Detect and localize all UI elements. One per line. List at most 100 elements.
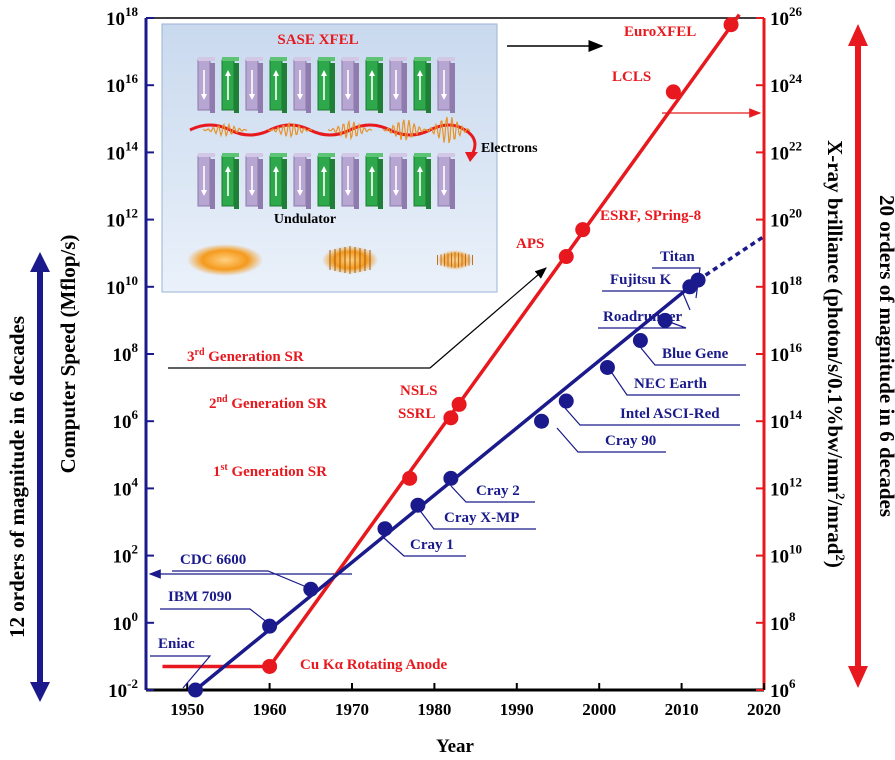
x-tick-label: 2010 xyxy=(665,700,699,719)
label-cray-x-mp: Cray X-MP xyxy=(444,510,519,526)
x-tick-label: 1980 xyxy=(417,700,451,719)
label-cray-1: Cray 1 xyxy=(410,537,454,553)
right-tick-label: 1020 xyxy=(770,206,802,232)
left-tick-label: 1012 xyxy=(106,206,138,232)
label-ssrl: SSRL xyxy=(398,406,436,422)
x-axis-ticks: 1950 1960 1970 1980 1990 2000 2010 2020 xyxy=(170,683,781,719)
x-tick-label: 2000 xyxy=(582,700,616,719)
x-tick-label: 2020 xyxy=(747,700,781,719)
right-tick-label: 1018 xyxy=(770,273,803,299)
left-tick-label: 10-2 xyxy=(108,676,138,702)
label-cray-2: Cray 2 xyxy=(476,483,520,499)
label-cray-90: Cray 90 xyxy=(605,433,656,449)
computer-speed-series xyxy=(187,234,765,698)
right-tick-label: 1024 xyxy=(770,71,803,97)
brilliance-point xyxy=(723,17,739,33)
point-labels: Eniac IBM 7090 CDC 6600 Cray 1 Cray X-MP Cray… xyxy=(150,24,746,689)
left-axis-label: Computer Speed (Mflop/s) xyxy=(56,235,80,474)
pulse-lines xyxy=(329,246,473,274)
leader-cray-90 xyxy=(556,427,666,453)
leader-titan xyxy=(652,267,701,299)
x-tick-label: 1950 xyxy=(170,700,204,719)
left-axis-ticks: 1018 1016 1014 1012 1010 108 106 104 102 100 10-2 xyxy=(106,4,154,702)
pulse-blob-1 xyxy=(187,244,263,276)
left-side-arrow xyxy=(30,252,50,702)
right-tick-label: 108 xyxy=(770,609,796,635)
left-tick-label: 1010 xyxy=(106,273,138,299)
xfel-inset: SASE XFEL Electrons Undulator xyxy=(161,23,538,293)
speed-point xyxy=(262,618,278,634)
left-tick-label: 100 xyxy=(113,609,139,635)
brilliance-point xyxy=(451,396,467,412)
leader-fujitsu-k xyxy=(602,290,691,311)
brilliance-point xyxy=(262,658,278,674)
brilliance-point xyxy=(402,470,418,486)
label-2nd-generation-sr: 2nd Generation SR xyxy=(209,394,327,412)
right-tick-label: 1016 xyxy=(770,340,803,366)
inset-electrons-label: Electrons xyxy=(481,141,538,156)
speed-point xyxy=(410,497,426,513)
left-tick-label: 1016 xyxy=(106,71,139,97)
brilliance-point xyxy=(443,410,459,426)
right-tick-label: 1012 xyxy=(770,474,802,500)
label-roadrunner: Roadrunner xyxy=(603,309,683,325)
speed-point xyxy=(187,682,203,698)
right-side-arrow xyxy=(848,24,868,688)
left-tick-label: 108 xyxy=(113,340,139,366)
label-titan: Titan xyxy=(660,249,695,265)
brilliance-point xyxy=(558,249,574,265)
leader-eniac xyxy=(150,655,212,689)
brilliance-series xyxy=(162,13,741,674)
brilliance-point xyxy=(575,222,591,238)
label-blue-gene: Blue Gene xyxy=(662,346,729,362)
label-ibm-7090: IBM 7090 xyxy=(168,589,232,605)
label-aps: APS xyxy=(516,236,544,252)
leader-cray-2 xyxy=(450,485,535,503)
x-axis-label: Year xyxy=(436,736,475,757)
label-cu-ka: Cu Kα Rotating Anode xyxy=(300,657,447,673)
speed-point xyxy=(534,413,550,429)
right-tick-label: 1022 xyxy=(770,138,802,164)
undulator-magnets-top xyxy=(197,57,455,113)
label-eniac: Eniac xyxy=(158,636,195,652)
right-side-label: 20 orders of magnitude in 6 decades xyxy=(875,195,895,517)
x-tick-label: 1990 xyxy=(500,700,534,719)
speed-point xyxy=(599,359,615,375)
label-lcls: LCLS xyxy=(612,69,651,85)
speed-point xyxy=(558,393,574,409)
label-nec-earth: NEC Earth xyxy=(634,376,708,392)
x-tick-label: 1960 xyxy=(253,700,287,719)
leader-cray-1 xyxy=(383,537,466,557)
left-tick-label: 1018 xyxy=(106,4,139,30)
undulator-magnets-bottom xyxy=(197,153,455,209)
label-3rd-generation-sr: 3rd Generation SR xyxy=(187,347,304,365)
leader-blue-gene xyxy=(640,347,746,366)
right-tick-label: 1026 xyxy=(770,4,803,30)
leader-intel-asci-red xyxy=(564,407,740,426)
inset-undulator-label: Undulator xyxy=(274,212,336,227)
leader-roadrunner xyxy=(598,319,687,329)
right-tick-label: 106 xyxy=(770,676,796,702)
label-nsls: NSLS xyxy=(400,383,438,399)
right-axis-ticks: 1026 1024 1022 1020 1018 1016 1014 1012 1010 108 1… xyxy=(756,4,803,702)
inset-title: SASE XFEL xyxy=(277,32,358,48)
speed-point xyxy=(632,333,648,349)
label-esrf-spring-8: ESRF, SPring-8 xyxy=(600,208,701,224)
left-tick-label: 1014 xyxy=(106,138,139,164)
speed-point xyxy=(443,470,459,486)
left-side-label: 12 orders of magnitude in 6 decades xyxy=(5,316,29,638)
label-intel-asci-red: Intel ASCI-Red xyxy=(620,406,720,422)
left-tick-label: 106 xyxy=(113,407,139,433)
xray-wavepackets xyxy=(202,116,471,144)
right-tick-label: 1014 xyxy=(770,407,803,433)
label-1st-generation-sr: 1st Generation SR xyxy=(213,462,327,480)
brilliance-point xyxy=(665,84,681,100)
right-tick-label: 1010 xyxy=(770,542,802,568)
label-cdc-6600: CDC 6600 xyxy=(180,552,246,568)
speed-point xyxy=(303,581,319,597)
brilliance-trend-line xyxy=(268,13,741,668)
label-euroxfel: EuroXFEL xyxy=(624,24,696,40)
x-tick-label: 1970 xyxy=(335,700,369,719)
left-tick-label: 104 xyxy=(113,474,139,500)
